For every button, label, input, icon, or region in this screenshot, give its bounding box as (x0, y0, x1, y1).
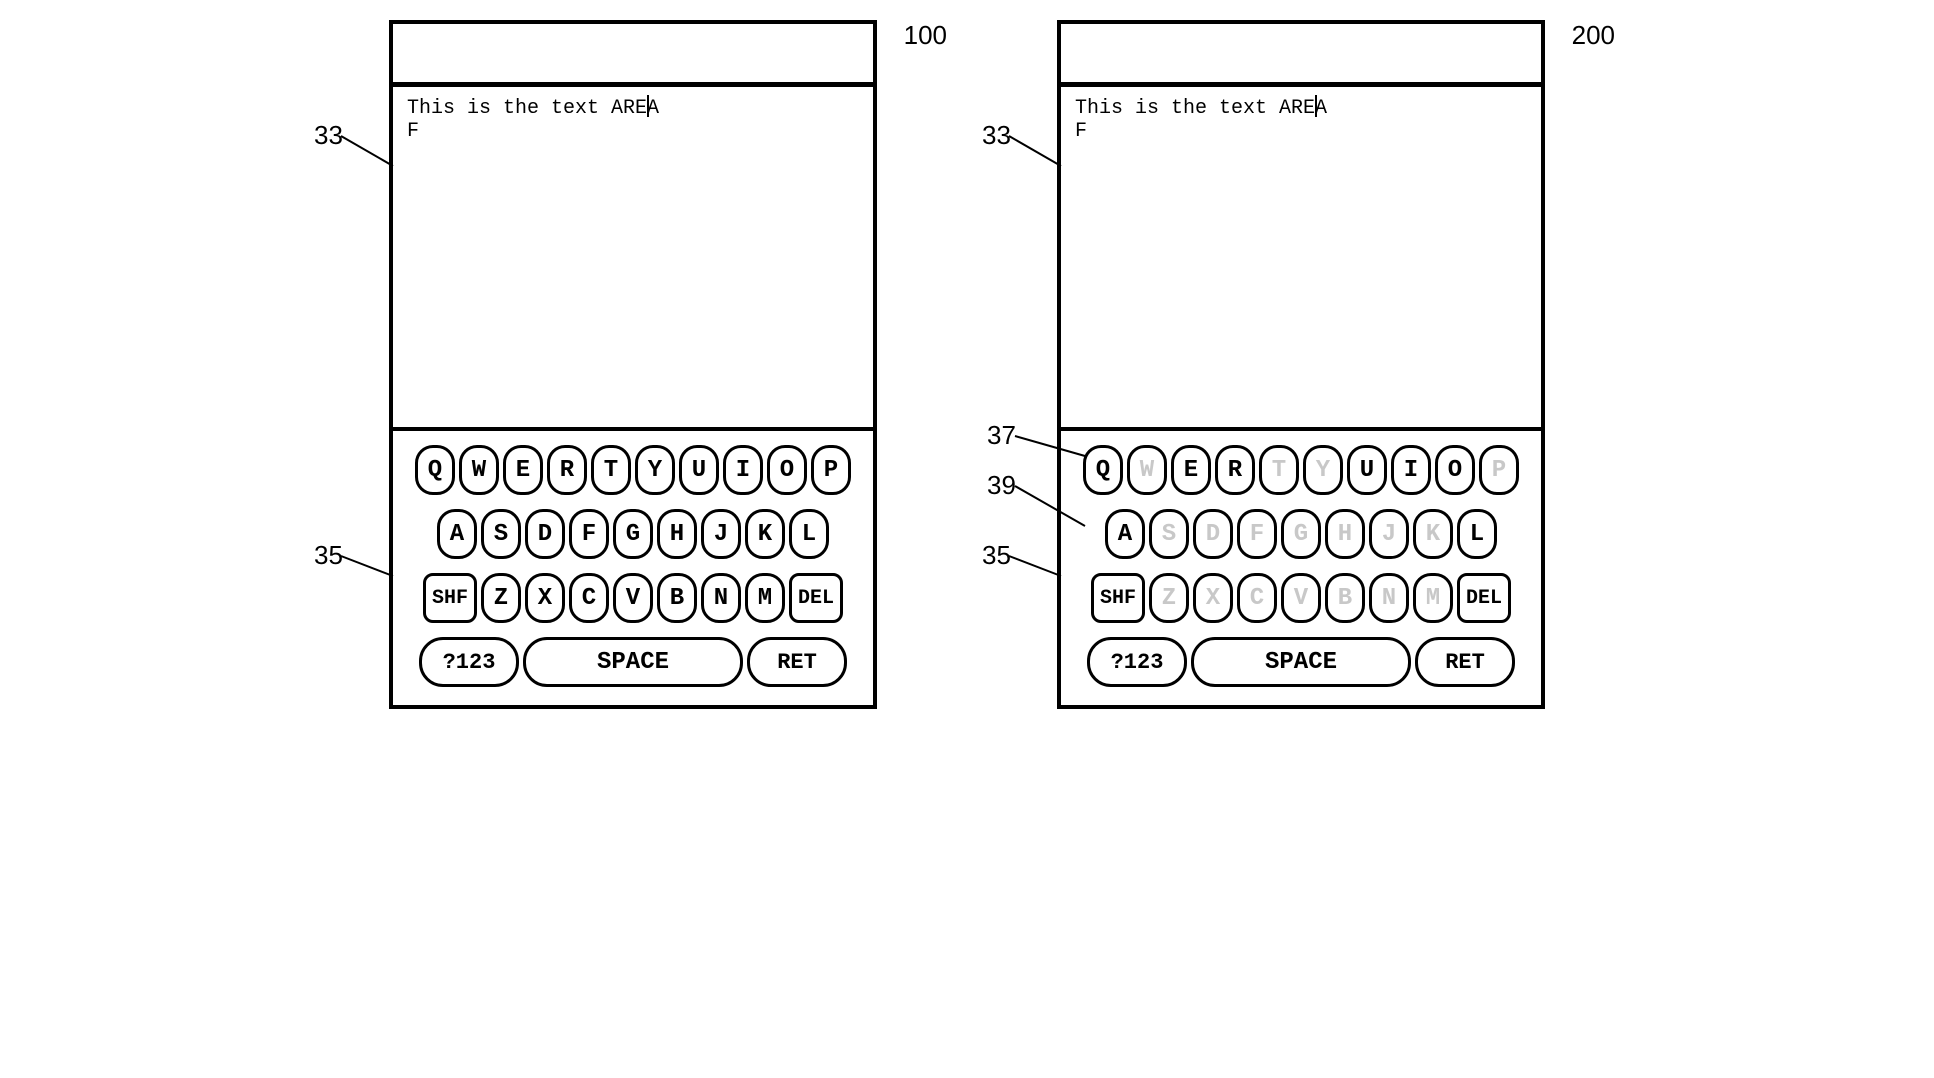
device-frame: This is the text AREA F QWERTYUIOP ASDFGHJ… (389, 20, 877, 709)
key-delete[interactable]: DEL (1457, 573, 1511, 623)
key-c[interactable]: C (569, 573, 609, 623)
key-e[interactable]: E (1171, 445, 1211, 495)
key-j[interactable]: J (1369, 509, 1409, 559)
key-m[interactable]: M (745, 573, 785, 623)
key-w[interactable]: W (459, 445, 499, 495)
key-j[interactable]: J (701, 509, 741, 559)
key-z[interactable]: Z (1149, 573, 1189, 623)
key-shift[interactable]: SHF (423, 573, 477, 623)
reference-label-35: 35 (314, 540, 343, 571)
keyboard-row: QWERTYUIOP (401, 445, 865, 495)
text-cursor (647, 95, 649, 117)
key-return[interactable]: RET (1415, 637, 1515, 687)
reference-label-35: 35 (982, 540, 1011, 571)
device-frame: This is the text AREA F QWERTYUIOP ASDFGHJ… (1057, 20, 1545, 709)
key-i[interactable]: I (723, 445, 763, 495)
key-r[interactable]: R (547, 445, 587, 495)
key-x[interactable]: X (1193, 573, 1233, 623)
keyboard-row: QWERTYUIOP (1069, 445, 1533, 495)
key-space[interactable]: SPACE (1191, 637, 1411, 687)
key-g[interactable]: G (1281, 509, 1321, 559)
key-i[interactable]: I (1391, 445, 1431, 495)
key-shift[interactable]: SHF (1091, 573, 1145, 623)
key-q[interactable]: Q (1083, 445, 1123, 495)
reference-label-37: 37 (987, 420, 1016, 451)
key-a[interactable]: A (437, 509, 477, 559)
keyboard-row: ASDFGHJKL (1069, 509, 1533, 559)
key-y[interactable]: Y (1303, 445, 1343, 495)
key-u[interactable]: U (679, 445, 719, 495)
text-area-content: This is the text AREA F (407, 97, 659, 143)
keyboard-row: ASDFGHJKL (401, 509, 865, 559)
keyboard-row: ?123SPACERET (401, 637, 865, 687)
key-s[interactable]: S (1149, 509, 1189, 559)
key-o[interactable]: O (1435, 445, 1475, 495)
key-n[interactable]: N (1369, 573, 1409, 623)
reference-label-33: 33 (982, 120, 1011, 151)
key-b[interactable]: B (657, 573, 697, 623)
key-return[interactable]: RET (747, 637, 847, 687)
device-wrapper: 20033This is the text AREA FQWERTYUIOPAS… (1057, 20, 1545, 709)
key-z[interactable]: Z (481, 573, 521, 623)
keyboard: QWERTYUIOPASDFGHJKLSHFZXCVBNMDEL?123SPAC… (393, 431, 873, 705)
keyboard-row: SHFZXCVBNMDEL (1069, 573, 1533, 623)
key-q[interactable]: Q (415, 445, 455, 495)
text-area[interactable]: This is the text AREA F (1061, 87, 1541, 431)
keyboard-row: ?123SPACERET (1069, 637, 1533, 687)
title-bar (1061, 24, 1541, 87)
key-delete[interactable]: DEL (789, 573, 843, 623)
key-p[interactable]: P (1479, 445, 1519, 495)
key-d[interactable]: D (525, 509, 565, 559)
key-r[interactable]: R (1215, 445, 1255, 495)
key-k[interactable]: K (1413, 509, 1453, 559)
key-n[interactable]: N (701, 573, 741, 623)
reference-label-main: 200 (1572, 20, 1615, 51)
reference-label-33: 33 (314, 120, 343, 151)
key-numeric[interactable]: ?123 (419, 637, 519, 687)
keyboard: QWERTYUIOPASDFGHJKLSHFZXCVBNMDEL?123SPAC… (1061, 431, 1541, 705)
keyboard-row: SHFZXCVBNMDEL (401, 573, 865, 623)
key-l[interactable]: L (789, 509, 829, 559)
key-p[interactable]: P (811, 445, 851, 495)
key-e[interactable]: E (503, 445, 543, 495)
key-v[interactable]: V (1281, 573, 1321, 623)
title-bar (393, 24, 873, 87)
key-k[interactable]: K (745, 509, 785, 559)
key-y[interactable]: Y (635, 445, 675, 495)
key-o[interactable]: O (767, 445, 807, 495)
text-cursor (1315, 95, 1317, 117)
key-b[interactable]: B (1325, 573, 1365, 623)
key-x[interactable]: X (525, 573, 565, 623)
key-h[interactable]: H (1325, 509, 1365, 559)
key-u[interactable]: U (1347, 445, 1387, 495)
key-w[interactable]: W (1127, 445, 1167, 495)
key-m[interactable]: M (1413, 573, 1453, 623)
key-t[interactable]: T (1259, 445, 1299, 495)
key-numeric[interactable]: ?123 (1087, 637, 1187, 687)
key-f[interactable]: F (569, 509, 609, 559)
device-wrapper: 10033This is the text AREA FQWERTYUIOPAS… (389, 20, 877, 709)
key-l[interactable]: L (1457, 509, 1497, 559)
reference-label-39: 39 (987, 470, 1016, 501)
key-a[interactable]: A (1105, 509, 1145, 559)
key-g[interactable]: G (613, 509, 653, 559)
text-area[interactable]: This is the text AREA F (393, 87, 873, 431)
key-v[interactable]: V (613, 573, 653, 623)
key-s[interactable]: S (481, 509, 521, 559)
key-c[interactable]: C (1237, 573, 1277, 623)
key-t[interactable]: T (591, 445, 631, 495)
key-space[interactable]: SPACE (523, 637, 743, 687)
text-area-content: This is the text AREA F (1075, 97, 1327, 143)
key-h[interactable]: H (657, 509, 697, 559)
key-f[interactable]: F (1237, 509, 1277, 559)
key-d[interactable]: D (1193, 509, 1233, 559)
reference-label-main: 100 (904, 20, 947, 51)
